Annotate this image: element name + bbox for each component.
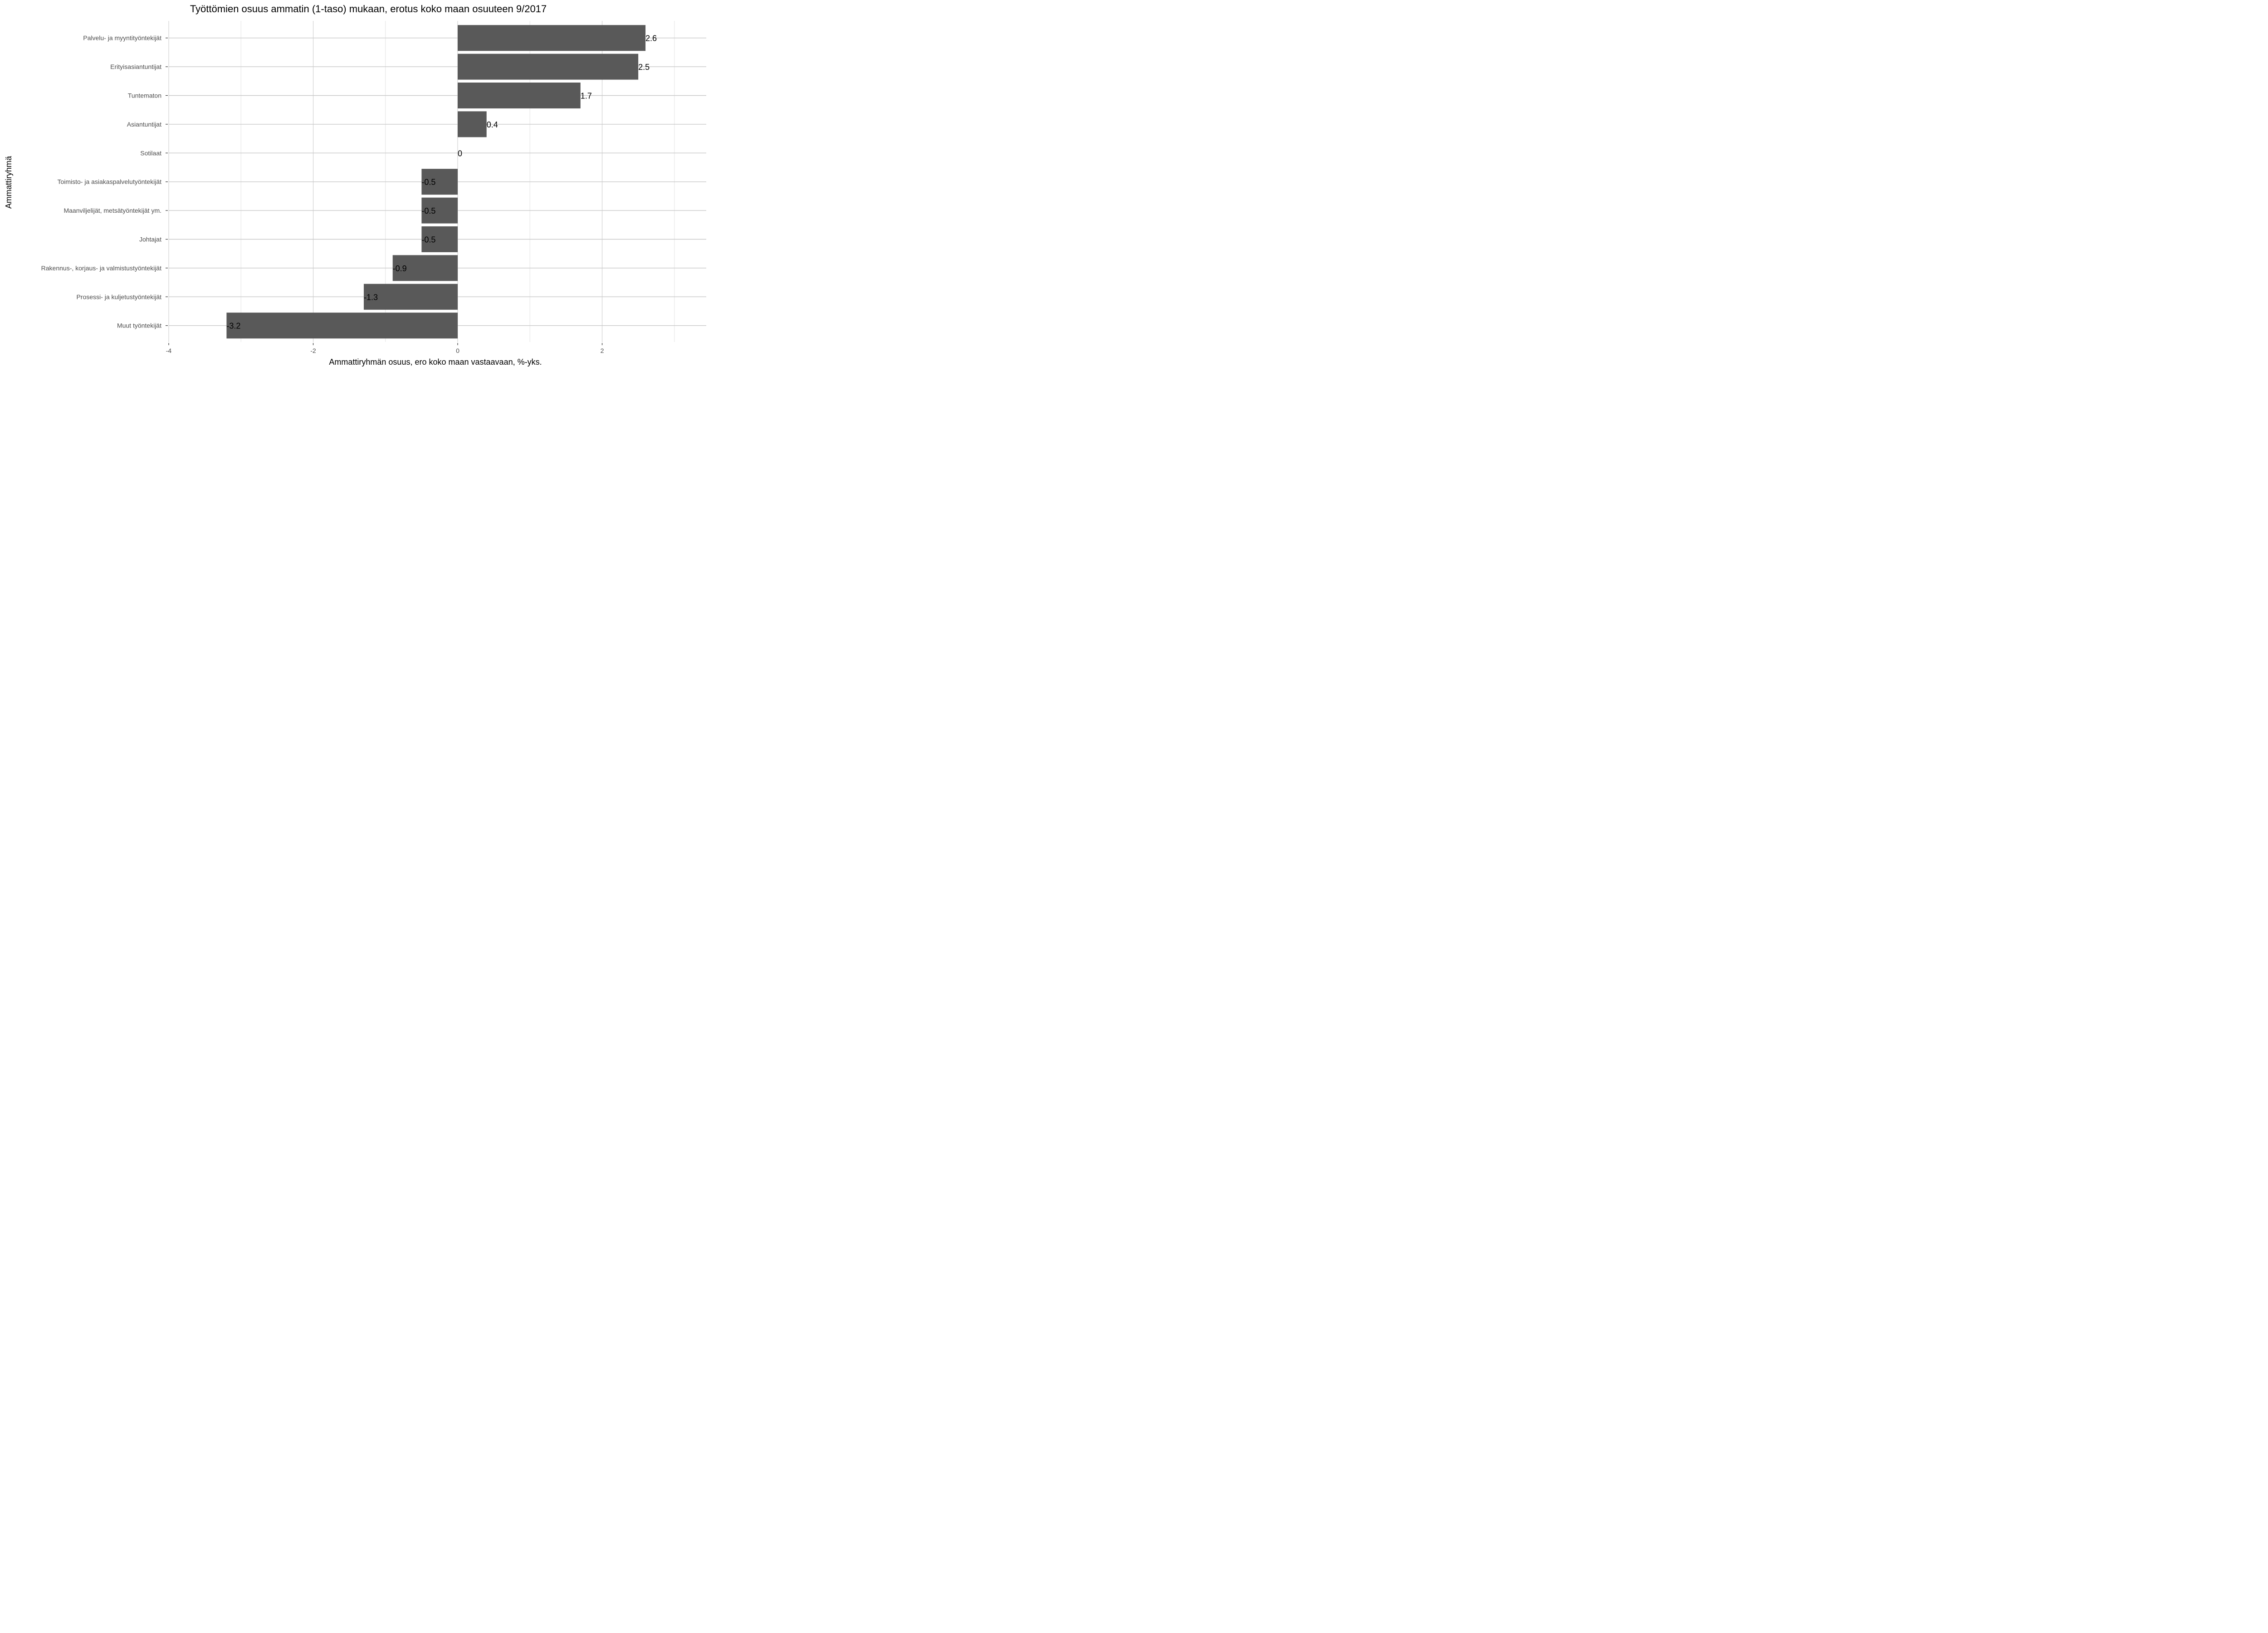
category-label: Prosessi- ja kuljetustyöntekijät — [76, 293, 161, 300]
data-label: 2.6 — [645, 34, 657, 43]
bar — [421, 226, 458, 252]
category-label: Johtajat — [139, 236, 161, 243]
data-label: -0.5 — [421, 235, 435, 244]
data-label: 2.5 — [638, 63, 650, 72]
bar — [421, 197, 458, 224]
bar — [363, 284, 458, 310]
bar — [458, 25, 646, 51]
y-axis-title: Ammattiryhmä — [4, 156, 13, 209]
data-label: -0.5 — [421, 178, 435, 187]
data-label: -0.5 — [421, 206, 435, 215]
category-label: Asiantuntijat — [127, 121, 161, 128]
bar — [392, 255, 458, 281]
x-tick-label: 0 — [456, 347, 459, 354]
bar — [458, 83, 581, 108]
data-label: -3.2 — [226, 322, 240, 331]
data-label: 0 — [458, 149, 462, 158]
y-axis-category-labels: Palvelu- ja myyntityöntekijät Erityisasia… — [41, 34, 168, 329]
category-label: Toimisto- ja asiakaspalvelutyöntekijät — [57, 178, 161, 186]
category-label: Muut työntekijät — [117, 322, 161, 329]
category-label: Palvelu- ja myyntityöntekijät — [83, 34, 161, 42]
category-label: Erityisasiantuntijat — [110, 63, 161, 70]
chart-title: Työttömien osuus ammatin (1-taso) mukaan… — [190, 3, 547, 15]
category-label: Maanviljelijät, metsätyöntekijät ym. — [64, 207, 161, 214]
bar — [458, 54, 639, 80]
chart: Työttömien osuus ammatin (1-taso) mukaan… — [0, 0, 711, 371]
x-tick-label: -4 — [166, 347, 172, 354]
bar — [421, 169, 458, 195]
x-axis-title: Ammattiryhmän osuus, ero koko maan vasta… — [329, 357, 542, 367]
data-label: 1.7 — [581, 92, 592, 101]
data-label: -0.9 — [393, 264, 407, 273]
bar — [458, 111, 487, 137]
x-tick-label: 2 — [601, 347, 604, 354]
data-label: -1.3 — [364, 293, 378, 302]
x-tick-label: -2 — [310, 347, 316, 354]
category-label: Sotilaat — [140, 149, 161, 156]
data-label: 0.4 — [487, 120, 498, 129]
bars — [226, 25, 646, 339]
data-labels: 2.6 2.5 1.7 0.4 0 -0.5 -0.5 -0.5 -0.9 -1.3 -3.2 — [226, 34, 657, 331]
bar — [226, 313, 458, 339]
x-axis-ticks: -4 -2 0 2 — [166, 343, 604, 354]
category-label: Tuntematon — [128, 92, 161, 99]
category-label: Rakennus-, korjaus- ja valmistustyönteki… — [41, 264, 161, 272]
